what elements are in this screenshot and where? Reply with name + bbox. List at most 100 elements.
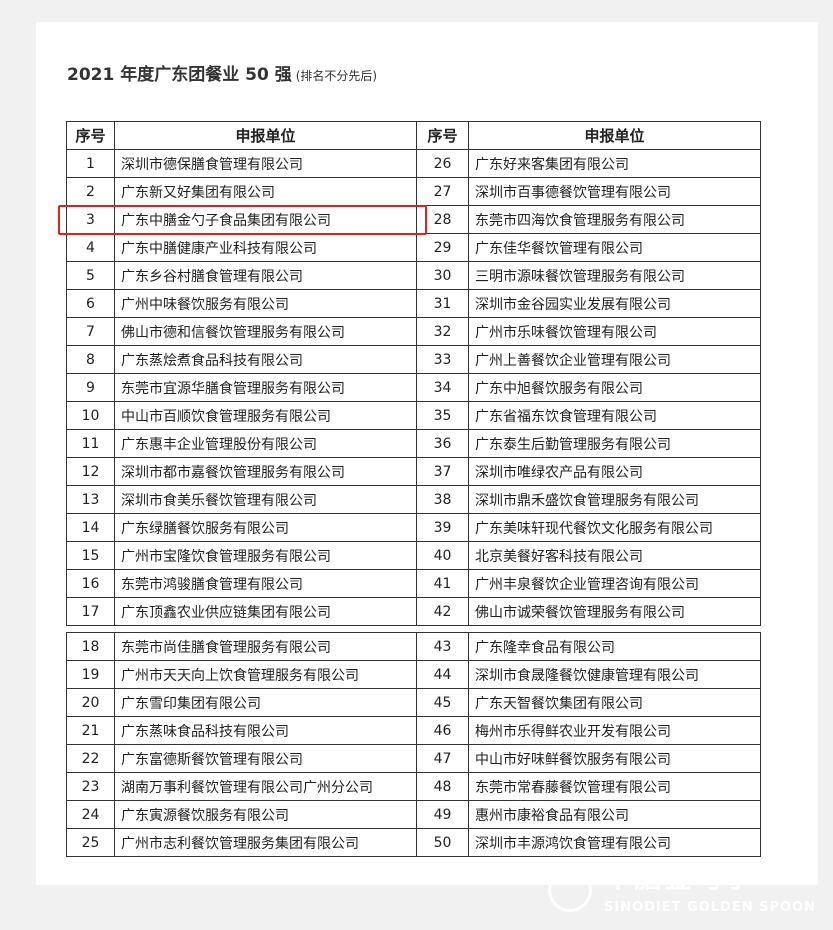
company-name-cell: 深圳市百事德餐饮管理有限公司 (468, 177, 761, 206)
company-name-cell: 广州中味餐饮服务有限公司 (114, 289, 417, 318)
rank-number-cell: 14 (66, 513, 115, 542)
rank-number-cell: 21 (66, 716, 115, 745)
table-row: 24 广东寅源餐饮服务有限公司 49 惠州市康裕食品有限公司 (66, 800, 761, 829)
company-name-cell: 广东美味轩现代餐饮文化服务有限公司 (468, 513, 761, 542)
rank-number-cell: 4 (66, 233, 115, 262)
table-row: 10 中山市百顺饮食管理服务有限公司 35 广东省福东饮食管理有限公司 (66, 401, 761, 430)
rank-number-cell: 30 (416, 261, 469, 290)
company-name-cell: 广州市宝隆饮食管理服务有限公司 (114, 541, 417, 570)
company-name-cell: 惠州市康裕食品有限公司 (468, 800, 761, 829)
ranking-table-part-1: 序号 申报单位 序号 申报单位 1 深圳市德保膳食管理有限公司 26 广东好来客集团有… (66, 121, 761, 626)
company-name-cell: 梅州市乐得鲜农业开发有限公司 (468, 716, 761, 745)
rank-number-cell: 41 (416, 569, 469, 598)
watermark-cn: 中膳金勺子 (604, 861, 755, 894)
rank-number-cell: 40 (416, 541, 469, 570)
table-row: 2 广东新又好集团有限公司 27 深圳市百事德餐饮管理有限公司 (66, 177, 761, 206)
rank-number-cell: 46 (416, 716, 469, 745)
rank-number-cell: 39 (416, 513, 469, 542)
rank-number-cell: 36 (416, 429, 469, 458)
header-no-right: 序号 (416, 121, 469, 150)
watermark-en: SINODIET GOLDEN SPOON (604, 900, 816, 915)
rank-number-cell: 16 (66, 569, 115, 598)
table-row: 23 湖南万事利餐饮管理有限公司广州分公司 48 东莞市常春藤餐饮管理有限公司 (66, 772, 761, 801)
rank-number-cell: 1 (66, 149, 115, 178)
table-row: 16 东莞市鸿骏膳食管理有限公司 41 广州丰泉餐饮企业管理咨询有限公司 (66, 569, 761, 598)
rank-number-cell: 13 (66, 485, 115, 514)
rank-number-cell: 29 (416, 233, 469, 262)
company-name-cell: 东莞市鸿骏膳食管理有限公司 (114, 569, 417, 598)
rank-number-cell: 20 (66, 688, 115, 717)
rank-number-cell: 31 (416, 289, 469, 318)
table-row: 1 深圳市德保膳食管理有限公司 26 广东好来客集团有限公司 (66, 149, 761, 178)
table-row: 12 深圳市都市嘉餐饮管理服务有限公司 37 深圳市唯绿农产品有限公司 (66, 457, 761, 486)
rank-number-cell: 26 (416, 149, 469, 178)
table-row: 14 广东绿膳餐饮服务有限公司 39 广东美味轩现代餐饮文化服务有限公司 (66, 513, 761, 542)
company-name-cell: 深圳市食晟隆餐饮健康管理有限公司 (468, 660, 761, 689)
rank-number-cell: 22 (66, 744, 115, 773)
table-row: 11 广东惠丰企业管理股份有限公司 36 广东泰生后勤管理服务有限公司 (66, 429, 761, 458)
table-row: 20 广东雪印集团有限公司 45 广东天智餐饮集团有限公司 (66, 688, 761, 717)
table-row: 6 广州中味餐饮服务有限公司 31 深圳市金谷园实业发展有限公司 (66, 289, 761, 318)
company-name-cell: 广东好来客集团有限公司 (468, 149, 761, 178)
table-row: 15 广州市宝隆饮食管理服务有限公司 40 北京美餐好客科技有限公司 (66, 541, 761, 570)
company-name-cell: 广东蒸烩煮食品科技有限公司 (114, 345, 417, 374)
table-header-row: 序号 申报单位 序号 申报单位 (66, 121, 761, 150)
document-card: 2021 年度广东团餐业 50 强 (排名不分先后) 序号 申报单位 序号 申报单… (36, 22, 818, 885)
rank-number-cell: 5 (66, 261, 115, 290)
rank-number-cell: 24 (66, 800, 115, 829)
rank-number-cell: 50 (416, 828, 469, 857)
rank-number-cell: 48 (416, 772, 469, 801)
rank-number-cell: 28 (416, 205, 469, 234)
company-name-cell: 广东富德斯餐饮管理有限公司 (114, 744, 417, 773)
company-name-cell: 深圳市德保膳食管理有限公司 (114, 149, 417, 178)
table-row: 4 广东中膳健康产业科技有限公司 29 广东佳华餐饮管理有限公司 (66, 233, 761, 262)
table-row: 18 东莞市尚佳膳食管理服务有限公司 43 广东隆幸食品有限公司 (66, 632, 761, 661)
company-name-cell: 广东天智餐饮集团有限公司 (468, 688, 761, 717)
company-name-cell: 广州市乐味餐饮管理有限公司 (468, 317, 761, 346)
rank-number-cell: 34 (416, 373, 469, 402)
table-row: 13 深圳市食美乐餐饮管理有限公司 38 深圳市鼎禾盛饮食管理服务有限公司 (66, 485, 761, 514)
company-name-cell: 广州丰泉餐饮企业管理咨询有限公司 (468, 569, 761, 598)
rank-number-cell: 27 (416, 177, 469, 206)
ranking-table-part-2: 18 东莞市尚佳膳食管理服务有限公司 43 广东隆幸食品有限公司 19 广州市天天向上饮食… (66, 632, 761, 857)
header-name-left: 申报单位 (114, 121, 417, 150)
company-name-cell: 佛山市诚荣餐饮管理服务有限公司 (468, 597, 761, 626)
company-name-cell: 广东省福东饮食管理有限公司 (468, 401, 761, 430)
company-name-cell: 三明市源味餐饮管理服务有限公司 (468, 261, 761, 290)
rank-number-cell: 10 (66, 401, 115, 430)
table-row: 19 广州市天天向上饮食管理服务有限公司 44 深圳市食晟隆餐饮健康管理有限公司 (66, 660, 761, 689)
company-name-cell: 深圳市都市嘉餐饮管理服务有限公司 (114, 457, 417, 486)
table-row: 21 广东蒸味食品科技有限公司 46 梅州市乐得鲜农业开发有限公司 (66, 716, 761, 745)
rank-number-cell: 6 (66, 289, 115, 318)
company-name-cell: 广东乡谷村膳食管理有限公司 (114, 261, 417, 290)
company-name-cell: 中山市好味鲜餐饮服务有限公司 (468, 744, 761, 773)
company-name-cell: 深圳市鼎禾盛饮食管理服务有限公司 (468, 485, 761, 514)
rank-number-cell: 35 (416, 401, 469, 430)
rank-number-cell: 44 (416, 660, 469, 689)
company-name-cell: 广东新又好集团有限公司 (114, 177, 417, 206)
rank-number-cell: 11 (66, 429, 115, 458)
company-name-cell: 湖南万事利餐饮管理有限公司广州分公司 (114, 772, 417, 801)
rank-number-cell: 8 (66, 345, 115, 374)
rank-number-cell: 3 (66, 205, 115, 234)
company-name-cell: 广东寅源餐饮服务有限公司 (114, 800, 417, 829)
company-name-cell: 广东佳华餐饮管理有限公司 (468, 233, 761, 262)
company-name-cell: 深圳市金谷园实业发展有限公司 (468, 289, 761, 318)
rank-number-cell: 37 (416, 457, 469, 486)
company-name-cell: 广东顶鑫农业供应链集团有限公司 (114, 597, 417, 626)
company-name-cell: 东莞市常春藤餐饮管理有限公司 (468, 772, 761, 801)
company-name-cell: 广州市志利餐饮管理服务集团有限公司 (114, 828, 417, 857)
rank-number-cell: 9 (66, 373, 115, 402)
table-row: 5 广东乡谷村膳食管理有限公司 30 三明市源味餐饮管理服务有限公司 (66, 261, 761, 290)
header-name-right: 申报单位 (468, 121, 761, 150)
rank-number-cell: 7 (66, 317, 115, 346)
company-name-cell: 广东雪印集团有限公司 (114, 688, 417, 717)
table-row: 25 广州市志利餐饮管理服务集团有限公司 50 深圳市丰源鸿饮食管理有限公司 (66, 828, 761, 857)
company-name-cell: 广东惠丰企业管理股份有限公司 (114, 429, 417, 458)
table-row: 17 广东顶鑫农业供应链集团有限公司 42 佛山市诚荣餐饮管理服务有限公司 (66, 597, 761, 626)
page-title: 2021 年度广东团餐业 50 强 (排名不分先后) (67, 60, 377, 85)
company-name-cell: 佛山市德和信餐饮管理服务有限公司 (114, 317, 417, 346)
header-no-left: 序号 (66, 121, 115, 150)
rank-number-cell: 23 (66, 772, 115, 801)
rank-number-cell: 42 (416, 597, 469, 626)
